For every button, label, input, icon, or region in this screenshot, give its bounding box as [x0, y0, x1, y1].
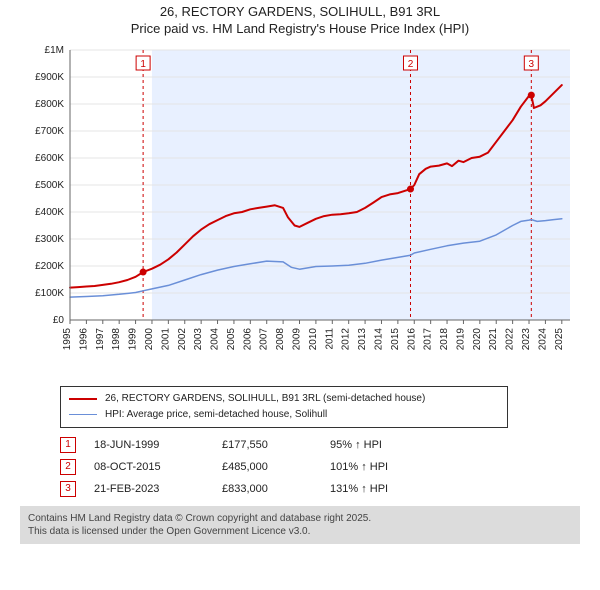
- y-tick-label: £1M: [45, 45, 64, 56]
- x-tick-label: 2008: [275, 327, 286, 350]
- x-tick-label: 2012: [341, 327, 352, 350]
- y-tick-label: £100K: [35, 288, 64, 299]
- sale-pct: 101% ↑ HPI: [330, 456, 440, 478]
- y-tick-label: £200K: [35, 261, 64, 272]
- sale-date: 21-FEB-2023: [94, 478, 204, 500]
- x-tick-label: 1997: [95, 327, 106, 350]
- y-tick-label: £700K: [35, 126, 64, 137]
- x-tick-label: 2006: [242, 327, 253, 350]
- x-tick-label: 2001: [160, 327, 171, 350]
- event-marker-number: 2: [408, 59, 414, 70]
- x-tick-label: 2022: [505, 327, 516, 350]
- sale-date: 08-OCT-2015: [94, 456, 204, 478]
- sale-price: £833,000: [222, 478, 312, 500]
- sale-date: 18-JUN-1999: [94, 434, 204, 456]
- x-tick-label: 1998: [111, 327, 122, 350]
- chart-container: 26, RECTORY GARDENS, SOLIHULL, B91 3RL P…: [0, 0, 600, 544]
- x-tick-label: 2016: [406, 327, 417, 350]
- x-tick-label: 2024: [537, 327, 548, 350]
- chart-area: £0 £100K £200K £300K £400K £500K £600K £700K £80…: [20, 40, 580, 380]
- y-tick-label: £300K: [35, 234, 64, 245]
- legend-swatch: [69, 398, 97, 400]
- legend-box: 26, RECTORY GARDENS, SOLIHULL, B91 3RL (…: [60, 386, 508, 428]
- x-tick-label: 2025: [554, 327, 565, 350]
- sale-row: 3 21-FEB-2023 £833,000 131% ↑ HPI: [60, 478, 580, 500]
- x-tick-label: 2023: [521, 327, 532, 350]
- sale-price: £485,000: [222, 456, 312, 478]
- x-tick-label: 2000: [144, 327, 155, 350]
- x-tick-label: 2014: [373, 327, 384, 350]
- event-marker-number: 3: [529, 59, 535, 70]
- x-tick-label: 2015: [390, 327, 401, 350]
- x-tick-label: 2020: [472, 327, 483, 350]
- x-tick-label: 2002: [177, 327, 188, 350]
- x-tick-label: 2010: [308, 327, 319, 350]
- footer-line-2: This data is licensed under the Open Gov…: [28, 525, 572, 538]
- legend-label: HPI: Average price, semi-detached house,…: [105, 407, 327, 423]
- sale-marker: 2: [60, 459, 76, 475]
- x-tick-label: 2011: [324, 327, 335, 349]
- y-tick-label: £900K: [35, 72, 64, 83]
- event-marker-number: 1: [140, 59, 146, 70]
- x-tick-label: 2004: [210, 327, 221, 350]
- y-tick-label: £400K: [35, 207, 64, 218]
- x-tick-label: 2013: [357, 327, 368, 350]
- title-line-1: 26, RECTORY GARDENS, SOLIHULL, B91 3RL: [0, 4, 600, 21]
- footer-box: Contains HM Land Registry data © Crown c…: [20, 506, 580, 544]
- legend-row: HPI: Average price, semi-detached house,…: [69, 407, 499, 423]
- x-tick-label: 2003: [193, 327, 204, 350]
- sale-marker: 1: [60, 437, 76, 453]
- x-tick-label: 1996: [78, 327, 89, 350]
- sale-pct: 95% ↑ HPI: [330, 434, 440, 456]
- sale-row: 2 08-OCT-2015 £485,000 101% ↑ HPI: [60, 456, 580, 478]
- y-tick-label: £800K: [35, 99, 64, 110]
- sale-marker: 3: [60, 481, 76, 497]
- sale-price: £177,550: [222, 434, 312, 456]
- x-tick-label: 2005: [226, 327, 237, 350]
- x-tick-label: 2019: [455, 327, 466, 350]
- title-line-2: Price paid vs. HM Land Registry's House …: [0, 21, 600, 38]
- chart-svg: £0 £100K £200K £300K £400K £500K £600K £700K £80…: [20, 40, 580, 380]
- x-tick-label: 2007: [259, 327, 270, 350]
- title-block: 26, RECTORY GARDENS, SOLIHULL, B91 3RL P…: [0, 0, 600, 40]
- footer-line-1: Contains HM Land Registry data © Crown c…: [28, 512, 572, 525]
- sale-pct: 131% ↑ HPI: [330, 478, 440, 500]
- legend-row: 26, RECTORY GARDENS, SOLIHULL, B91 3RL (…: [69, 391, 499, 407]
- x-tick-label: 2017: [423, 327, 434, 350]
- x-tick-label: 2021: [488, 327, 499, 350]
- legend-swatch: [69, 414, 97, 415]
- x-tick-label: 1995: [62, 327, 73, 350]
- y-tick-label: £600K: [35, 153, 64, 164]
- sales-table: 1 18-JUN-1999 £177,550 95% ↑ HPI 2 08-OCT-201…: [60, 434, 580, 500]
- x-tick-label: 2009: [292, 327, 303, 350]
- sale-row: 1 18-JUN-1999 £177,550 95% ↑ HPI: [60, 434, 580, 456]
- y-tick-label: £0: [53, 315, 65, 326]
- x-tick-label: 2018: [439, 327, 450, 350]
- y-tick-label: £500K: [35, 180, 64, 191]
- legend-label: 26, RECTORY GARDENS, SOLIHULL, B91 3RL (…: [105, 391, 425, 407]
- x-tick-label: 1999: [128, 327, 139, 350]
